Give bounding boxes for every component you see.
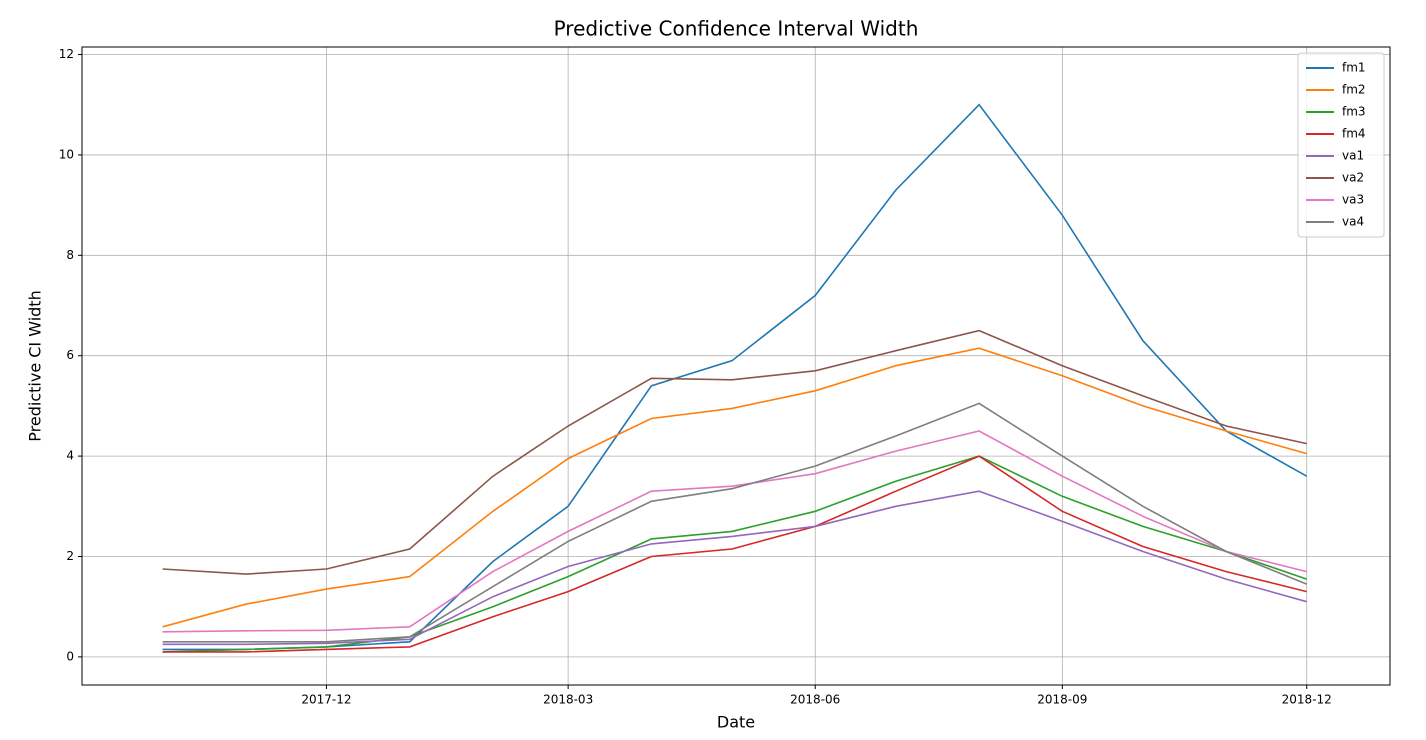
y-tick-label: 6 xyxy=(66,348,74,362)
y-axis-label: Predictive CI Width xyxy=(26,290,45,441)
y-tick-label: 12 xyxy=(59,47,74,61)
plot-frame xyxy=(81,46,1391,686)
legend-label: va1 xyxy=(1342,149,1364,163)
legend: fm1 fm2 fm3 fm4 va1 va2 va3 va4 xyxy=(1297,52,1385,238)
y-tick-label: 2 xyxy=(66,549,74,563)
legend-label: fm4 xyxy=(1342,127,1366,141)
y-tick-label: 10 xyxy=(59,147,74,161)
line-series xyxy=(162,329,1307,575)
x-tick-label: 2018-03 xyxy=(543,693,593,707)
x-tick-label: 2018-06 xyxy=(790,693,840,707)
legend-label: va3 xyxy=(1342,193,1364,207)
line-series xyxy=(162,430,1307,633)
y-tick-label: 0 xyxy=(66,649,74,663)
line-series xyxy=(162,402,1308,643)
line-series xyxy=(162,347,1307,628)
legend-label: fm2 xyxy=(1342,83,1366,97)
line-series xyxy=(162,455,1307,653)
y-tick-label: 8 xyxy=(66,248,74,262)
line-series xyxy=(162,490,1307,646)
legend-label: va2 xyxy=(1342,171,1364,185)
x-tick-label: 2018-12 xyxy=(1282,693,1332,707)
legend-label: va4 xyxy=(1342,215,1364,229)
legend-label: fm3 xyxy=(1342,105,1366,119)
chart-title: Predictive Confidence Interval Width xyxy=(554,17,919,41)
x-tick-label: 2017-12 xyxy=(301,693,351,707)
legend-label: fm1 xyxy=(1342,61,1366,75)
line-series xyxy=(162,455,1307,653)
x-axis-label: Date xyxy=(717,713,755,732)
line-series xyxy=(162,103,1308,651)
y-tick-label: 4 xyxy=(66,449,74,463)
legend-box xyxy=(1297,52,1385,238)
x-tick-label: 2018-09 xyxy=(1037,693,1087,707)
